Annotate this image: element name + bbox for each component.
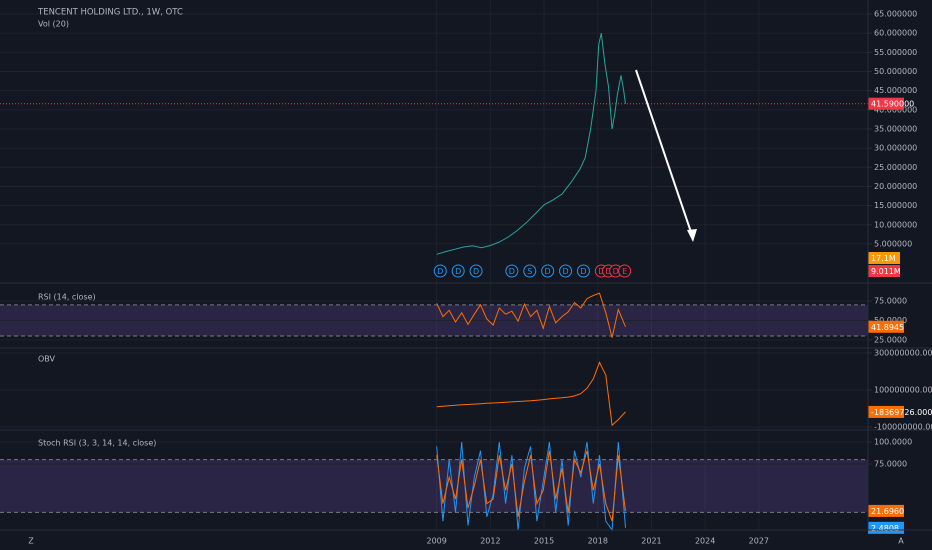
stoch-legend: Stoch RSI (3, 3, 14, 14, close) [38,439,156,448]
y-tick-label: 20.000000 [874,182,917,191]
obv-legend: OBV [38,355,56,364]
event-marker [559,264,573,278]
y-tick-label: 5.000000 [874,239,912,248]
tag-box [868,320,904,333]
y-tick-label: 40.000000 [874,105,917,114]
event-label: D [613,267,619,276]
tag-box [868,265,900,277]
tag-label: 41.590000 [871,100,914,109]
event-marker [505,264,519,278]
x-tick-label: 2024 [695,537,715,546]
tag-label: 21.6960 [871,507,904,516]
y-tick-label: 75.0000 [874,459,907,468]
y-tick-label: 300000000.0000 [874,348,932,357]
y-tick-label: 100000000.0000 [874,386,932,395]
price-tag: 41.8945 [868,320,904,333]
y-tick-label: 15.000000 [874,201,917,210]
series-line [436,441,626,532]
event-label: D [437,267,443,276]
rsi-legend: RSI (14, close) [38,293,96,302]
series-line [436,292,626,338]
series-line [436,33,626,255]
y-tick-label: 25.000000 [874,163,917,172]
y-tick-label: 55.000000 [874,48,917,57]
y-tick-label: 60.000000 [874,29,917,38]
x-tick-label: 2027 [749,537,769,546]
tag-label: 17.1M [871,254,896,263]
tag-label: -18369726.0000 [871,408,932,417]
y-tick-label: 25.0000 [874,335,907,344]
series-line [436,361,626,427]
tag-box [868,521,904,534]
x-tick-label: 2018 [588,537,608,546]
event-label: D [598,267,604,276]
event-marker [541,264,555,278]
price-tag: 2.4808 [868,521,904,534]
event-marker [451,264,465,278]
y-tick-label: 45.000000 [874,86,917,95]
tag-box [868,97,904,110]
y-tick-label: 35.000000 [874,124,917,133]
y-tick-label: 50.0000 [874,316,907,325]
tag-box [868,504,904,517]
event-marker [618,264,632,278]
y-tick-label: -100000000.0000 [874,423,932,432]
x-tick-label: 2021 [641,537,661,546]
event-label: E [622,267,627,276]
button[interactable]: A [898,537,904,546]
volume-tag: 17.1M [868,252,900,264]
event-marker [433,264,447,278]
x-tick-label: 2015 [534,537,554,546]
tag-label: 2.4808 [871,524,899,533]
y-tick-label: 30.000000 [874,144,917,153]
arrow-head [687,229,697,242]
event-label: S [527,267,532,276]
y-tick-label: 75.0000 [874,296,907,305]
y-tick-label: 65.000000 [874,10,917,19]
series-line [436,450,626,522]
price-tag: 21.6960 [868,504,904,517]
event-label: D [562,267,568,276]
y-tick-label: 100.0000 [874,437,912,446]
event-label: D [455,267,461,276]
chart-title: TENCENT HOLDING LTD., 1W, OTC [37,8,183,18]
tag-label: 41.8945 [871,323,904,332]
y-tick-label: 50.000000 [874,67,917,76]
x-tick-label: 2009 [427,537,447,546]
tag-box [868,405,904,418]
y-tick-label: 10.000000 [874,220,917,229]
event-label: D [473,267,479,276]
price-tag: 41.590000 [868,97,914,110]
volume-legend: Vol (20) [38,20,69,29]
volume-tag: 9.011M [868,265,901,277]
price-tag: -18369726.0000 [868,405,932,418]
tag-box [868,252,900,264]
button[interactable]: Z [28,537,34,546]
event-label: D [580,267,586,276]
tag-label: 9.011M [871,267,901,276]
event-label: D [545,267,551,276]
event-marker [469,264,483,278]
event-marker [576,264,590,278]
trend-arrow [635,69,694,239]
x-tick-label: 2012 [480,537,500,546]
band [0,459,868,513]
event-label: D [605,267,611,276]
event-marker [523,264,537,278]
event-label: D [509,267,515,276]
